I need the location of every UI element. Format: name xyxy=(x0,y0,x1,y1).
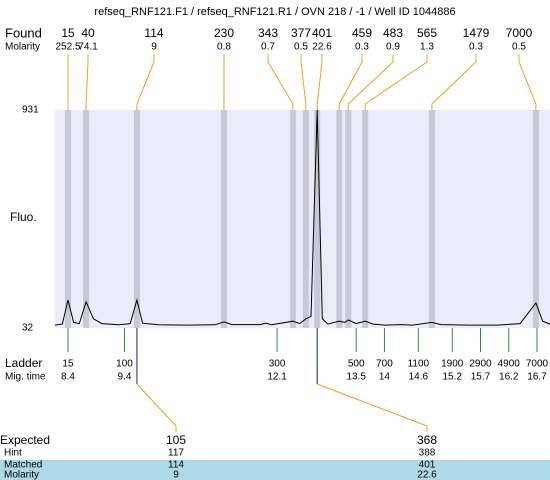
peak-size: 230 xyxy=(214,26,234,40)
ladder-time: 14 xyxy=(379,372,391,383)
peak-molarity: 0.7 xyxy=(261,42,275,53)
peak-size: 565 xyxy=(417,26,437,40)
ladder-size: 700 xyxy=(376,359,393,370)
connector xyxy=(364,54,428,110)
peak-size: 114 xyxy=(144,26,163,40)
mig-time-label: Mig. time xyxy=(5,372,46,383)
ladder-time: 13.5 xyxy=(346,372,366,383)
peak-molarity: 74.1 xyxy=(78,42,98,53)
peak-molarity: 22.6 xyxy=(312,42,332,53)
peak-molarity: 252.5 xyxy=(55,42,80,53)
peak-size: 377 xyxy=(291,26,311,40)
expected-value: 401 xyxy=(419,460,436,471)
connector xyxy=(267,54,294,110)
expected-value: 114 xyxy=(168,460,184,471)
ladder-size: 500 xyxy=(348,359,365,370)
connector xyxy=(316,54,323,110)
peak-band xyxy=(336,110,343,328)
peak-band xyxy=(532,110,539,328)
expected-value: 388 xyxy=(419,448,436,459)
expected-row-label: Hint xyxy=(4,448,22,459)
peak-size: 459 xyxy=(352,26,372,40)
plot-area xyxy=(55,110,550,328)
title: refseq_RNF121.F1 / refseq_RNF121.R1 / OV… xyxy=(94,6,455,18)
peak-size: 401 xyxy=(312,26,332,40)
peak-molarity: 0.8 xyxy=(217,42,231,53)
matched-connector xyxy=(317,383,428,432)
connector xyxy=(300,54,307,110)
peak-size: 7000 xyxy=(506,26,533,40)
y-tick-label: 32 xyxy=(22,323,34,334)
molarity-label: Molarity xyxy=(5,42,40,53)
ladder-size: 100 xyxy=(116,359,133,370)
ladder-size: 15 xyxy=(62,359,74,370)
peak-molarity: 0.3 xyxy=(469,42,483,53)
ladder-time: 8.4 xyxy=(61,372,75,383)
peak-molarity: 0.3 xyxy=(355,42,369,53)
y-tick-label: 931 xyxy=(22,105,39,116)
ladder-time: 12.1 xyxy=(267,372,287,383)
ladder-time: 14.6 xyxy=(409,372,429,383)
ladder-label: Ladder xyxy=(5,356,42,370)
peak-size: 15 xyxy=(61,26,75,40)
connector xyxy=(136,54,155,110)
expected-value: 368 xyxy=(417,433,437,447)
ladder-size: 1900 xyxy=(441,359,464,370)
peak-band xyxy=(83,110,90,328)
expected-value: 117 xyxy=(168,448,184,459)
ladder-time: 15.2 xyxy=(443,372,463,383)
connector xyxy=(431,54,477,110)
peak-band xyxy=(64,110,71,328)
peak-band xyxy=(289,110,296,328)
found-label: Found xyxy=(5,25,42,40)
peak-band xyxy=(314,110,321,328)
peak-band xyxy=(362,110,369,328)
peak-band xyxy=(345,110,352,328)
peak-size: 483 xyxy=(383,26,403,40)
expected-row-label: Molarity xyxy=(4,470,39,480)
ladder-time: 16.7 xyxy=(527,372,547,383)
ladder-size: 7000 xyxy=(526,359,549,370)
peak-band xyxy=(428,110,435,328)
peak-band xyxy=(133,110,140,328)
peak-molarity: 0.9 xyxy=(386,42,400,53)
ladder-size: 1100 xyxy=(408,359,430,370)
expected-row-label: Matched xyxy=(4,460,42,471)
peak-molarity: 1.3 xyxy=(420,42,434,53)
ladder-time: 15.7 xyxy=(471,372,491,383)
connector xyxy=(347,54,394,110)
peak-band xyxy=(302,110,309,328)
expected-value: 9 xyxy=(173,470,179,480)
ladder-size: 2900 xyxy=(469,359,492,370)
expected-row-label: Expected xyxy=(0,433,50,447)
connector xyxy=(85,54,89,110)
matched-connector xyxy=(136,383,177,432)
peak-size: 40 xyxy=(81,26,95,40)
connector xyxy=(338,54,363,110)
peak-molarity: 0.5 xyxy=(294,42,308,53)
matched-band xyxy=(0,460,550,480)
ladder-time: 9.4 xyxy=(118,372,132,383)
peak-size: 1479 xyxy=(463,26,490,40)
peak-size: 343 xyxy=(258,26,278,40)
connector xyxy=(518,54,537,110)
peak-molarity: 9 xyxy=(151,42,157,53)
ladder-size: 4900 xyxy=(498,359,521,370)
ladder-time: 16.2 xyxy=(499,372,519,383)
peak-molarity: 0.5 xyxy=(512,42,526,53)
expected-value: 105 xyxy=(166,433,186,447)
peak-band xyxy=(220,110,227,328)
ladder-size: 300 xyxy=(269,359,286,370)
trace xyxy=(54,109,550,326)
expected-value: 22.6 xyxy=(417,470,437,480)
y-axis-label: Fluo. xyxy=(10,210,37,224)
